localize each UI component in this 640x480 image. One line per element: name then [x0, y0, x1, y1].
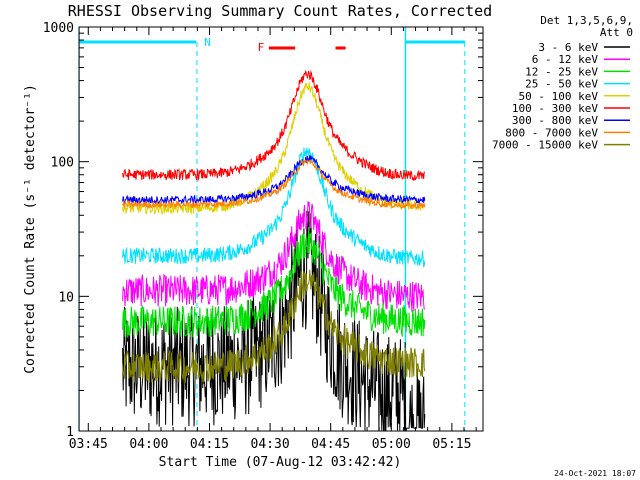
series-line-800-to-7000kev [122, 158, 426, 211]
legend-entry-label: 3 - 6 keV [538, 41, 598, 54]
legend-entry-label: 300 - 800 keV [512, 114, 598, 127]
x-tick-label: 03:45 [69, 437, 108, 452]
legend-entry-label: 100 - 300 keV [512, 102, 598, 115]
plot-frame [78, 26, 484, 432]
series-line-12-to-25kev [122, 226, 426, 338]
x-tick-label: 05:00 [372, 437, 411, 452]
chart-title: RHESSI Observing Summary Count Rates, Co… [68, 2, 492, 20]
legend-entry-label: 25 - 50 keV [525, 78, 598, 91]
x-tick-label: 04:15 [190, 437, 229, 452]
night-marker-label: N [204, 36, 211, 49]
legend-header-line2: Att 0 [600, 26, 633, 39]
y-tick-label: 10 [58, 290, 74, 305]
generation-timestamp: 24-Oct-2021 18:07 [554, 469, 636, 478]
legend-entry-label: 800 - 7000 keV [505, 126, 598, 139]
y-tick-label: 100 [51, 156, 74, 171]
y-tick-label: 1000 [43, 21, 74, 36]
legend-entry-label: 6 - 12 keV [532, 53, 599, 66]
legend-entry-label: 50 - 100 keV [519, 90, 599, 103]
flare-marker-label: F [258, 41, 265, 54]
x-tick-label: 04:45 [311, 437, 350, 452]
series-line-300-to-800kev [122, 155, 426, 206]
y-tick-label: 1 [66, 425, 74, 440]
legend-entry-label: 7000 - 15000 keV [492, 139, 598, 152]
series-line-25-to-50kev [122, 147, 426, 268]
legend-header-line1: Det 1,3,5,6,9, [540, 14, 633, 27]
series-line-6-to-12kev [122, 201, 426, 313]
x-axis-label: Start Time (07-Aug-12 03:42:42) [159, 455, 402, 470]
y-axis-label: Corrected Count Rate (s⁻¹ detector⁻¹) [23, 84, 38, 374]
x-tick-label: 04:30 [251, 437, 290, 452]
x-tick-label: 05:15 [432, 437, 471, 452]
series-line-7000-to-15000kev [122, 269, 426, 384]
series-line-100-to-300kev [122, 69, 426, 182]
legend-entry-label: 12 - 25 keV [525, 65, 598, 78]
x-tick-label: 04:00 [129, 437, 168, 452]
